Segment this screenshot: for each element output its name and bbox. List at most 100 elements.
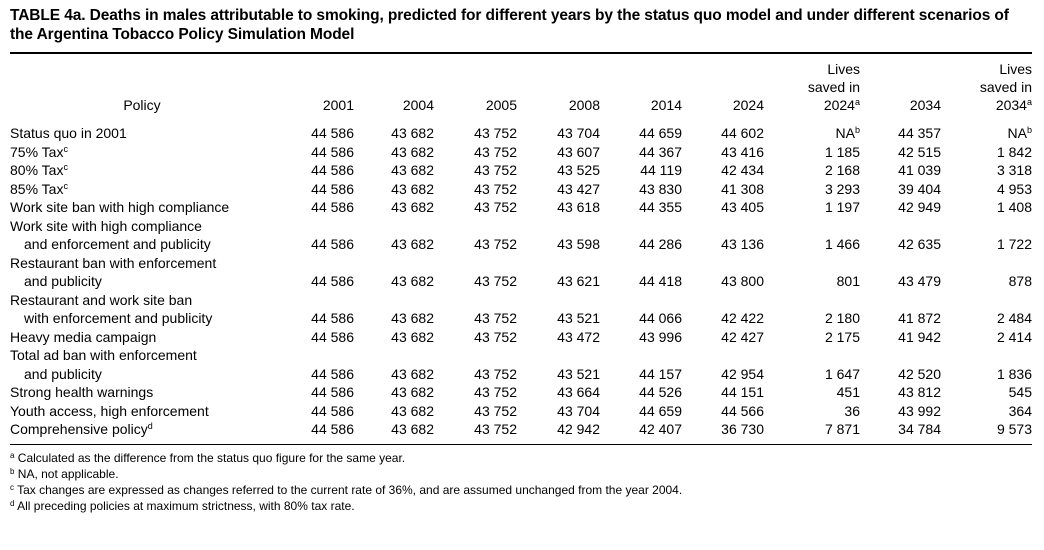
cell-value: 43 405	[721, 199, 764, 215]
value-cell: 42 635	[860, 217, 941, 254]
cell-value: 1 466	[824, 236, 860, 252]
policy-label: and enforcement and publicity	[10, 235, 274, 254]
value-cell: 43 416	[682, 143, 764, 162]
cell-value: 43 682	[391, 180, 434, 197]
cell-value: 43 416	[721, 143, 764, 160]
value-cell: 43 704	[517, 402, 600, 421]
policy-label: Restaurant and work site ban	[10, 291, 274, 310]
value-cell: 364	[941, 402, 1032, 421]
bottom-rule	[10, 443, 1032, 445]
cell-value: 43 752	[474, 273, 517, 289]
cell-value: 43 752	[474, 365, 517, 382]
table-row: 80% Taxc 44 586 43 682 43 752 43 525 44 119 42…	[10, 161, 1032, 180]
cell-value: 43 598	[557, 236, 600, 252]
policy-label: Comprehensive policyd	[10, 420, 274, 439]
value-cell: 43 521	[517, 291, 600, 328]
policy-label: Status quo in 2001	[10, 124, 274, 143]
value-cell: 3 318	[941, 161, 1032, 180]
footnote-marker: c	[63, 180, 68, 191]
cell-value: 43 682	[391, 365, 434, 382]
policy-label: 80% Taxc	[10, 161, 274, 180]
value-cell: 43 682	[354, 180, 434, 199]
value-cell: 44 157	[600, 346, 682, 383]
table-row: Restaurant and work site ban with enforce…	[10, 291, 1032, 328]
cell-value: 4 953	[996, 180, 1032, 197]
policy-label: Youth access, high enforcement	[10, 402, 274, 421]
policy-cell: 80% Taxc	[10, 161, 274, 180]
title-line-2: the Argentina Tobacco Policy Simulation …	[10, 26, 355, 43]
cell-value: 364	[1008, 402, 1032, 419]
value-cell: 43 752	[434, 217, 517, 254]
cell-value: 43 752	[474, 180, 517, 197]
value-cell: 44 526	[600, 383, 682, 402]
table-row: Strong health warnings 44 586 43 682 43 752…	[10, 383, 1032, 402]
table-row: Work site ban with high compliance 44 586…	[10, 198, 1032, 217]
value-cell: 36	[764, 402, 860, 421]
cell-value: 43 682	[391, 125, 434, 141]
value-cell: 43 682	[354, 217, 434, 254]
cell-value: 41 308	[721, 180, 764, 197]
policy-cell: Work site ban with high compliance	[10, 198, 274, 217]
value-cell: 42 515	[860, 143, 941, 162]
policy-label-text: and publicity	[24, 365, 102, 382]
policy-label: Strong health warnings	[10, 383, 274, 402]
cell-value: 2 180	[824, 310, 860, 326]
value-cell: 43 682	[354, 383, 434, 402]
policy-label: and publicity	[10, 272, 274, 291]
col-header-2024: 2024	[732, 97, 764, 113]
policy-label-text: and publicity	[24, 273, 102, 289]
value-cell: 1 185	[764, 143, 860, 162]
value-cell: 43 812	[860, 383, 941, 402]
value-cell: 43 752	[434, 118, 517, 143]
value-cell: 41 942	[860, 328, 941, 347]
cell-value: 44 566	[721, 402, 764, 419]
value-cell: 43 682	[354, 161, 434, 180]
cell-value: 1 408	[996, 199, 1032, 215]
cell-value: 44 586	[311, 273, 354, 289]
cell-value: 1 842	[996, 143, 1032, 160]
cell-value: 545	[1008, 384, 1032, 400]
value-cell: 42 434	[682, 161, 764, 180]
cell-value: 42 407	[639, 421, 682, 437]
cell-value: 2 175	[824, 328, 860, 345]
cell-value: NA	[1007, 125, 1027, 141]
cell-value: 41 872	[898, 310, 941, 326]
cell-value: 43 525	[557, 162, 600, 178]
cell-value: 43 752	[474, 199, 517, 215]
footnote-marker: b	[10, 466, 15, 476]
value-cell: 44 367	[600, 143, 682, 162]
footnote-marker: b	[854, 125, 860, 135]
value-cell: 44 566	[682, 402, 764, 421]
value-cell: 44 586	[274, 383, 354, 402]
value-cell: 451	[764, 383, 860, 402]
value-cell: 43 607	[517, 143, 600, 162]
value-cell: 44 586	[274, 161, 354, 180]
table-row: 75% Taxc 44 586 43 682 43 752 43 607 44 367 43…	[10, 143, 1032, 162]
header-year: 2024a	[764, 96, 860, 114]
table-row: 85% Taxc 44 586 43 682 43 752 43 427 43 830 41…	[10, 180, 1032, 199]
value-cell: 43 682	[354, 143, 434, 162]
cell-value: 43 682	[391, 199, 434, 215]
cell-value: 43 607	[557, 143, 600, 160]
cell-value: 44 659	[639, 402, 682, 419]
policy-cell: Comprehensive policyd	[10, 420, 274, 444]
header-lives: Lives	[999, 61, 1032, 77]
cell-value: 43 752	[474, 310, 517, 326]
value-cell: 43 704	[517, 118, 600, 143]
cell-value: 43 682	[391, 162, 434, 178]
policy-cell: Restaurant and work site ban with enforce…	[10, 291, 274, 328]
value-cell: 44 119	[600, 161, 682, 180]
cell-value: 43 812	[898, 384, 941, 400]
value-cell: 43 682	[354, 254, 434, 291]
policy-label-text: 75% Tax	[10, 143, 64, 160]
col-header-2034: 2034	[909, 97, 941, 113]
value-cell: 44 355	[600, 198, 682, 217]
cell-value: 44 157	[639, 365, 682, 382]
value-cell: 1 647	[764, 346, 860, 383]
cell-value: 44 586	[311, 310, 354, 326]
value-cell: 43 752	[434, 383, 517, 402]
policy-cell: Heavy media campaign	[10, 328, 274, 347]
cell-value: 44 586	[311, 143, 354, 160]
value-cell: 43 427	[517, 180, 600, 199]
value-cell: 42 422	[682, 291, 764, 328]
